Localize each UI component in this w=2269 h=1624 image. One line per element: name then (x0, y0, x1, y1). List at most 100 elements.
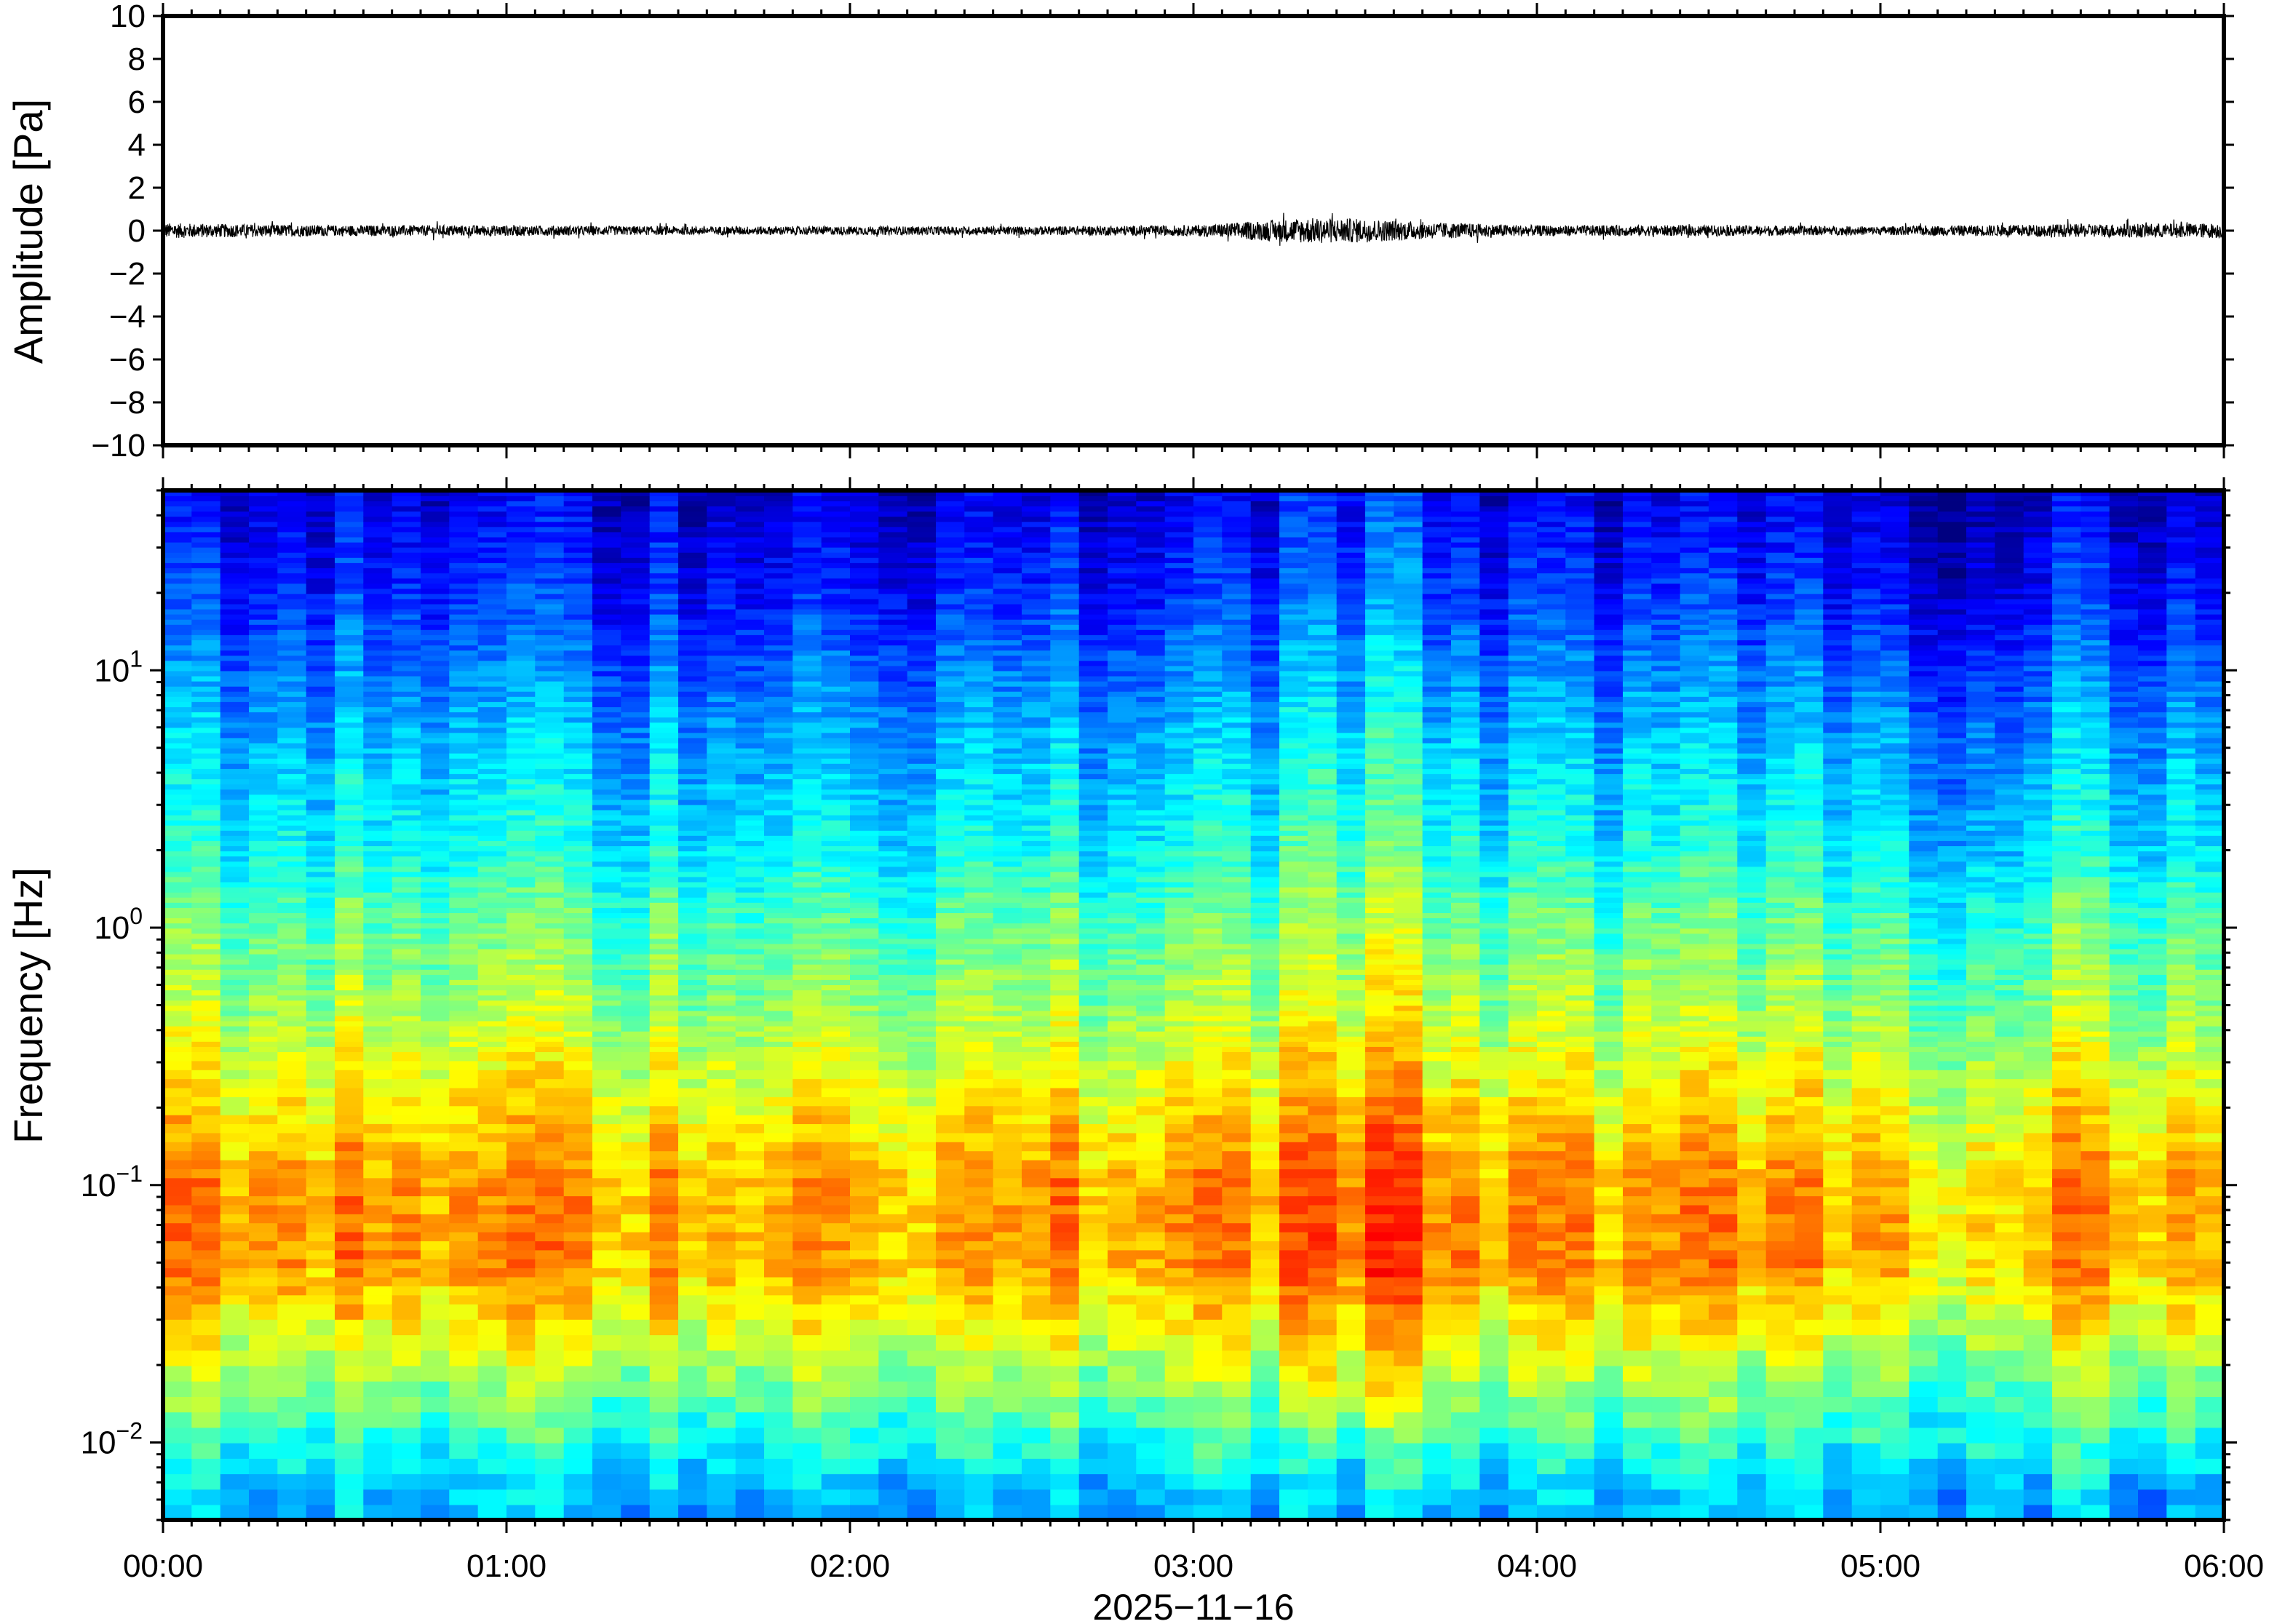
spectrogram-cell (964, 866, 994, 872)
spectrogram-cell (764, 928, 794, 934)
spectrogram-cell (249, 979, 279, 985)
spectrogram-cell (1022, 1334, 1052, 1351)
spectrogram-cell (421, 1177, 450, 1187)
spectrogram-cell (592, 1396, 622, 1413)
spectrogram-cell (1022, 747, 1052, 754)
spectrogram-cell (649, 1114, 679, 1124)
spectrogram-cell (592, 871, 622, 877)
spectrogram-cell (392, 1231, 421, 1241)
spectrogram-cell (392, 655, 421, 661)
spectrogram-cell (964, 1231, 994, 1241)
spectrogram-cell (1050, 712, 1080, 718)
spectrogram-cell (335, 645, 365, 651)
spectrogram-cell (592, 552, 622, 558)
spectrogram-cell (392, 768, 421, 774)
spectrogram-cell (449, 1303, 479, 1320)
spectrogram-cell (821, 969, 851, 975)
spectrogram-cell (249, 562, 279, 568)
spectrogram-cell (163, 866, 193, 872)
spectrogram-cell (735, 1030, 765, 1037)
spectrogram-cell (707, 640, 736, 646)
spectrogram-cell (306, 1114, 335, 1124)
spectrogram-cell (335, 1078, 365, 1088)
spectrogram-cell (936, 1035, 966, 1042)
spectrogram-cell (220, 963, 250, 970)
spectrogram-cell (792, 521, 822, 528)
spectrogram-cell (220, 1303, 250, 1320)
spectrogram-cell (535, 737, 565, 744)
spectrogram-cell (249, 1204, 279, 1214)
spectrogram-cell (191, 799, 221, 805)
spectrogram-cell (563, 1489, 593, 1505)
spectrogram-cell (335, 923, 365, 929)
spectrogram-cell (535, 1365, 565, 1382)
spectrogram-cell (277, 1319, 307, 1336)
spectrogram-cell (449, 1222, 479, 1233)
spectrogram-cell (764, 1249, 794, 1259)
spectrogram-cell (535, 845, 565, 852)
spectrogram-cell (335, 618, 365, 625)
spectrogram-cell (678, 1294, 708, 1305)
spectrogram-cell (792, 1096, 822, 1107)
spectrogram-cell (821, 829, 851, 836)
spectrogram-cell (392, 588, 421, 594)
spectrogram-cell (707, 794, 736, 800)
spectrogram-cell (878, 1334, 908, 1351)
spectrogram-cell (821, 1258, 851, 1269)
spectrogram-cell (964, 526, 994, 533)
spectrogram-cell (220, 794, 250, 800)
spectrogram-cell (563, 757, 593, 764)
spectrogram-cell (363, 1442, 393, 1459)
spectrogram-cell (277, 650, 307, 656)
spectrogram-cell (392, 794, 421, 800)
spectrogram-cell (477, 1123, 507, 1134)
spectrogram-cell (506, 696, 536, 702)
spectrogram-cell (220, 541, 250, 548)
spectrogram-cell (563, 521, 593, 528)
spectrogram-cell (191, 1010, 221, 1016)
spectrogram-cell (850, 1412, 880, 1428)
spectrogram-cell (850, 1381, 880, 1397)
spectrogram-cell (363, 1504, 393, 1520)
spectrogram-cell (964, 1015, 994, 1022)
spectrogram-cell (621, 1015, 651, 1022)
spectrogram-cell (249, 660, 279, 666)
spectrogram-cell (592, 613, 622, 620)
spectrogram-cell (907, 536, 937, 543)
spectrogram-cell (277, 779, 307, 785)
spectrogram-cell (220, 516, 250, 522)
spectrogram-cell (506, 624, 536, 630)
spectrogram-cell (592, 655, 622, 661)
spectrogram-cell (649, 1000, 679, 1006)
spectrogram-cell (506, 974, 536, 980)
spectrogram-cell (649, 531, 679, 538)
spectrogram-cell (993, 1427, 1022, 1444)
spectrogram-cell (592, 928, 622, 934)
spectrogram-cell (1050, 696, 1080, 702)
spectrogram-cell (964, 578, 994, 584)
spectrogram-cell (678, 835, 708, 841)
spectrogram-cell (936, 578, 966, 584)
spectrogram-cell (535, 763, 565, 769)
spectrogram-cell (421, 1150, 450, 1161)
spectrogram-cell (592, 799, 622, 805)
spectrogram-cell (707, 593, 736, 600)
spectrogram-cell (792, 618, 822, 625)
spectrogram-cell (449, 1169, 479, 1179)
spectrogram-cell (649, 1195, 679, 1206)
spectrogram-cell (1050, 618, 1080, 625)
spectrogram-cell (907, 1005, 937, 1011)
spectrogram-cell (477, 1132, 507, 1142)
spectrogram-cell (821, 1078, 851, 1088)
spectrogram-cell (678, 645, 708, 651)
spectrogram-cell (993, 742, 1022, 749)
spectrogram-cell (191, 706, 221, 712)
spectrogram-cell (964, 593, 994, 600)
spectrogram-cell (1022, 1222, 1052, 1233)
spectrogram-cell (535, 624, 565, 630)
spectrogram-cell (306, 727, 335, 733)
spectrogram-cell (850, 1294, 880, 1305)
spectrogram-cell (535, 717, 565, 723)
spectrogram-cell (735, 573, 765, 579)
spectrogram-cell (735, 732, 765, 739)
